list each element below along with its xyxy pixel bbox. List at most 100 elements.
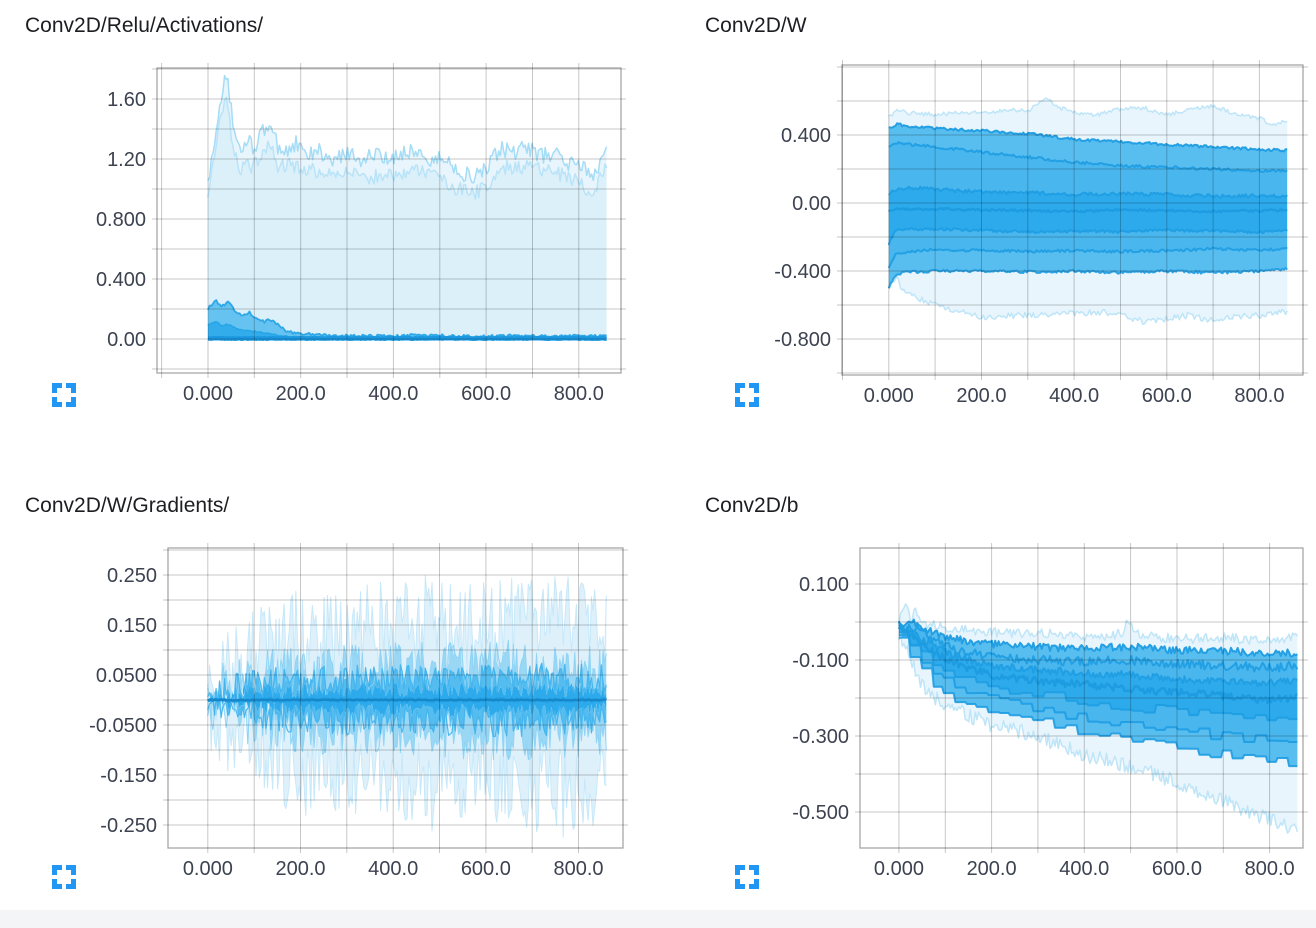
band-p100-p93 [888, 98, 1288, 152]
y-axis-tick-label: 0.00 [107, 329, 146, 351]
bias-distribution-chart[interactable]: 0.100 -0.100 -0.300 -0.500 0.000 200.0 400.0 60… [658, 464, 1316, 928]
gradients-distribution-chart[interactable]: 0.250 0.150 0.0500 -0.0500 -0.150 -0.250 0.000… [0, 464, 658, 928]
x-axis-tick-label: 0.000 [864, 385, 914, 407]
x-axis-tick-label: 400.0 [1059, 858, 1109, 880]
percentile-line-p7 [898, 636, 1298, 768]
gridlines [855, 543, 1308, 853]
x-axis-tick-label: 800.0 [553, 858, 603, 880]
expand-icon-corner [735, 879, 745, 889]
y-axis-tick-label: 0.00 [792, 193, 831, 215]
axis-tick-labels: 0.400 0.00 -0.400 -0.800 0.000 200.0 400.0 600.… [774, 125, 1284, 407]
y-axis-tick-label: 0.400 [781, 125, 831, 147]
band-p31-p16 [888, 228, 1288, 268]
y-axis-tick-label: -0.400 [774, 261, 831, 283]
expand-icon-corner [66, 879, 76, 889]
percentile-line-p100 [207, 74, 608, 184]
axis-tick-labels: 0.100 -0.100 -0.300 -0.500 0.000 200.0 400.0 60… [792, 574, 1294, 880]
percentile-line-p31 [887, 227, 1288, 246]
panel-gradients: 0.250 0.150 0.0500 -0.0500 -0.150 -0.250 0.000… [0, 464, 658, 928]
x-axis-tick-label: 600.0 [461, 858, 511, 880]
percentile-line-p69 [898, 622, 1298, 687]
x-axis-tick-label: 400.0 [368, 383, 418, 405]
expand-icon-corner [749, 865, 759, 875]
band-p84-p69 [898, 622, 1298, 686]
band-p84-p69 [888, 142, 1288, 198]
percentile-line-p7 [887, 267, 1288, 289]
x-axis-tick-label: 800.0 [554, 383, 604, 405]
percentile-line-p0 [207, 679, 607, 838]
band-p16-p7 [888, 247, 1288, 289]
expand-icon-corner [735, 383, 745, 393]
percentile-line-p50 [207, 697, 608, 703]
x-axis-tick-label: 0.000 [874, 858, 924, 880]
expand-icon[interactable] [52, 383, 76, 407]
percentile-bands [207, 575, 608, 838]
expand-icon-corner [66, 383, 76, 393]
y-axis-tick-label: 0.250 [107, 565, 157, 587]
percentile-line-p84 [888, 141, 1288, 173]
expand-icon-corner [749, 383, 759, 393]
band-p16-p7 [898, 635, 1298, 767]
x-axis-tick-label: 0.000 [183, 383, 233, 405]
x-axis-tick-label: 200.0 [276, 383, 326, 405]
band-p100-p99 [208, 75, 607, 200]
y-axis-tick-label: -0.250 [100, 815, 157, 837]
x-axis-tick-label: 800.0 [1234, 385, 1284, 407]
expand-icon[interactable] [735, 865, 759, 889]
x-axis-tick-label: 800.0 [1245, 858, 1295, 880]
activations-distribution-chart[interactable]: 1.60 1.20 0.800 0.400 0.00 0.000 200.0 400.0 600… [0, 0, 658, 464]
band-p84-p69 [207, 663, 607, 707]
band-p93-p84 [898, 619, 1298, 672]
expand-icon-corner [749, 397, 759, 407]
x-axis-tick-label: 200.0 [956, 385, 1006, 407]
x-axis-tick-label: 0.000 [183, 858, 233, 880]
percentile-line-p99 [207, 96, 608, 200]
expand-icon[interactable] [52, 865, 76, 889]
panel-weights: 0.400 0.00 -0.400 -0.800 0.000 200.0 400.0 600.… [658, 0, 1316, 464]
chart-title-gradients: Conv2D/W/Gradients/ [25, 494, 230, 517]
percentile-line-p31 [898, 631, 1298, 722]
y-axis-tick-label: -0.800 [774, 329, 831, 351]
x-axis-tick-label: 200.0 [967, 858, 1017, 880]
y-axis-tick-label: 0.100 [799, 574, 849, 596]
band-p99-p97 [208, 97, 607, 338]
x-axis-tick-label: 400.0 [1049, 385, 1099, 407]
y-axis-tick-label: 1.20 [107, 149, 146, 171]
chart-title-bias: Conv2D/b [705, 494, 799, 517]
percentile-line-p16 [207, 695, 607, 738]
percentile-line-p69 [888, 185, 1288, 199]
band-p7-p0 [888, 268, 1288, 325]
axis-tick-labels: 1.60 1.20 0.800 0.400 0.00 0.000 200.0 400.0 600… [96, 89, 604, 405]
band-p69-p31 [898, 623, 1298, 721]
percentile-line-p0 [898, 632, 1299, 834]
percentile-line-p0 [888, 275, 1288, 326]
gridlines [152, 63, 626, 378]
x-axis-tick-label: 400.0 [368, 858, 418, 880]
band-p100-p93 [898, 604, 1298, 657]
gridlines [837, 60, 1308, 380]
chart-title-weights: Conv2D/W [705, 14, 807, 37]
percentile-bands [207, 74, 608, 341]
band-p7-p0 [898, 633, 1298, 833]
y-axis-tick-label: 1.60 [107, 89, 146, 111]
expand-icon-corner [52, 397, 62, 407]
chart-title-activations: Conv2D/Relu/Activations/ [25, 14, 264, 37]
y-axis-tick-label: -0.500 [792, 802, 849, 824]
percentile-line-p50 [897, 624, 1298, 705]
plot-border [859, 547, 1304, 849]
percentile-bands [897, 603, 1299, 834]
expand-icon-corner [52, 865, 62, 875]
y-axis-tick-label: 0.150 [107, 615, 157, 637]
expand-icon-corner [735, 397, 745, 407]
weights-distribution-chart[interactable]: 0.400 0.00 -0.400 -0.800 0.000 200.0 400.0 600.… [658, 0, 1316, 464]
page-bottom-strip [0, 910, 1316, 928]
panel-bias: 0.100 -0.100 -0.300 -0.500 0.000 200.0 400.0 60… [658, 464, 1316, 928]
percentile-line-p16 [887, 246, 1288, 269]
x-axis-tick-label: 200.0 [275, 858, 325, 880]
band-p69-p31 [888, 186, 1288, 245]
y-axis-tick-label: 0.0500 [96, 665, 157, 687]
plot-border [156, 67, 622, 374]
expand-icon[interactable] [735, 383, 759, 407]
percentile-line-p93 [897, 618, 1298, 658]
x-axis-tick-label: 600.0 [461, 383, 511, 405]
